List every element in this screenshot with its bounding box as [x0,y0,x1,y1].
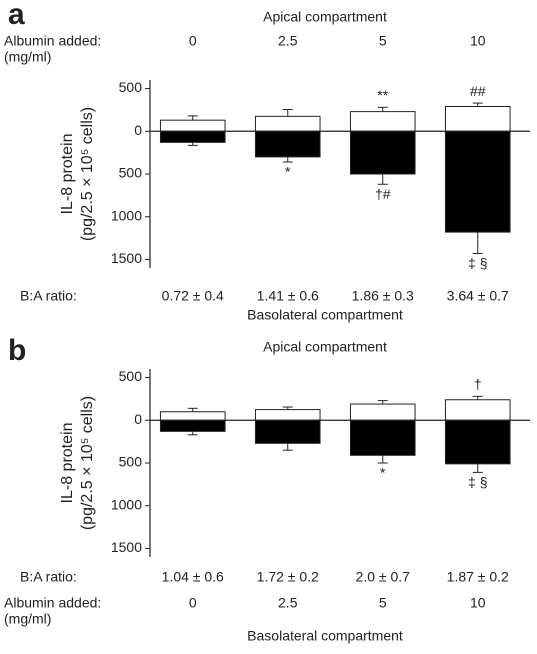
bar [444,105,511,132]
significance-mark: †# [375,186,391,202]
ratio-value: 1.86 ± 0.3 [352,288,414,304]
albumin-label: Albumin added: [4,33,101,49]
y-axis-label: (pg/2.5 × 10⁵ cells) [79,107,96,241]
category-label: 5 [379,595,387,611]
ratio-value: 1.87 ± 0.2 [447,569,509,585]
ratio-value: 1.04 ± 0.6 [162,569,224,585]
significance-mark: ## [470,83,486,99]
y-tick-label: 1500 [111,250,142,266]
ratio-value: 1.41 ± 0.6 [257,288,319,304]
bar [444,419,511,465]
bar [254,115,321,132]
y-tick-label: 1000 [111,496,142,512]
bar [159,130,226,143]
albumin-label: Albumin added: [4,595,101,611]
category-label: 0 [189,595,197,611]
bar [349,419,416,456]
bar [444,130,511,233]
ratio-value: 0.72 ± 0.4 [162,288,224,304]
bar [254,409,321,421]
ratio-value: 3.64 ± 0.7 [447,288,509,304]
bar [349,403,416,421]
bar [254,130,321,158]
y-tick-label: 0 [134,411,142,427]
basolateral-title: Basolateral compartment [247,628,403,644]
ratio-label: B:A ratio: [20,288,77,304]
panel-letter: b [8,334,26,367]
category-label: 2.5 [278,33,298,49]
category-label: 10 [470,595,486,611]
category-label: 0 [189,33,197,49]
significance-mark: * [380,465,386,481]
bar [349,111,416,132]
category-label: 10 [470,33,486,49]
significance-mark: ‡ § [468,474,487,490]
ratio-value: 1.72 ± 0.2 [257,569,319,585]
significance-mark: † [474,376,482,392]
bar [444,399,511,421]
ratio-value: 2.0 ± 0.7 [356,569,411,585]
bar [159,119,226,132]
y-axis-label: IL-8 protein [59,423,76,504]
albumin-unit: (mg/ml) [4,611,51,627]
y-axis-label: IL-8 protein [59,134,76,215]
y-tick-label: 500 [119,454,143,470]
significance-mark: * [285,164,291,180]
y-tick-label: 1000 [111,207,142,223]
bar [159,411,226,421]
bar [159,419,226,432]
apical-title: Apical compartment [263,9,387,25]
panel-letter: a [8,0,25,31]
significance-mark: ** [377,87,388,103]
y-tick-label: 1500 [111,539,142,555]
apical-title: Apical compartment [263,339,387,355]
bar [349,130,416,175]
significance-mark: ‡ § [468,255,487,271]
y-tick-label: 500 [119,368,143,384]
basolateral-title: Basolateral compartment [247,307,403,323]
albumin-unit: (mg/ml) [4,49,51,65]
y-tick-label: 500 [119,165,143,181]
category-label: 5 [379,33,387,49]
y-tick-label: 0 [134,122,142,138]
y-axis-label: (pg/2.5 × 10⁵ cells) [79,396,96,530]
y-tick-label: 500 [119,79,143,95]
bar [254,419,321,444]
category-label: 2.5 [278,595,298,611]
ratio-label: B:A ratio: [20,569,77,585]
